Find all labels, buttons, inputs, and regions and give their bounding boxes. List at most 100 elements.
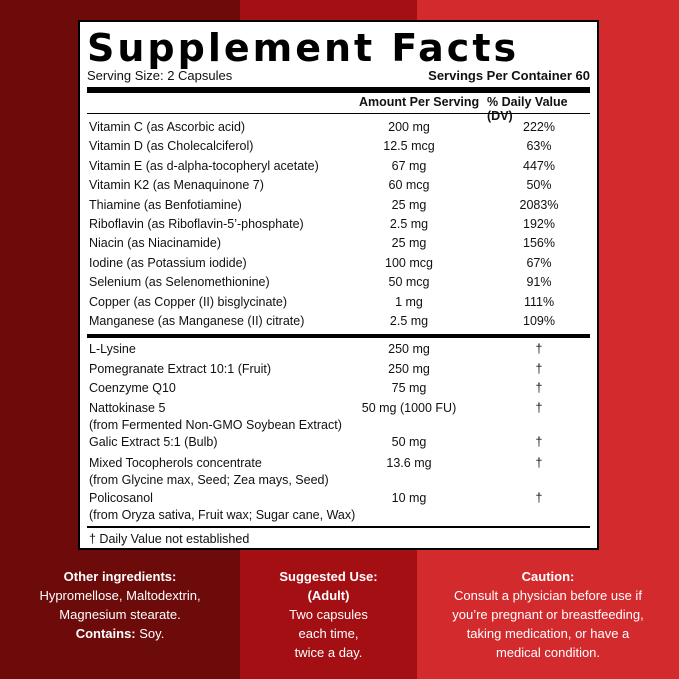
ingredient-name: Policosanol (from Oryza sativa, Fruit wax…: [89, 490, 355, 524]
nutrient-dv: 63%: [526, 139, 552, 154]
table-row: Policosanol (from Oryza sativa, Fruit wax…: [87, 489, 590, 524]
nutrient-dv: 222%: [523, 120, 555, 134]
table-row: Vitamin D (as Cholecalciferol) 12.5 mcg 63…: [87, 138, 590, 157]
ingredient-name: Nattokinase 5 (from Fermented Non-GMO Soy…: [89, 400, 342, 434]
table-row: Galic Extract 5:1 (Bulb) 50 mg †: [87, 434, 590, 453]
nutrient-name: Niacin (as Niacinamide): [89, 236, 221, 251]
table-row: Coenzyme Q10 75 mg †: [87, 380, 590, 399]
other-ingredients-line2: Magnesium stearate.: [59, 607, 181, 622]
nutrient-name: Vitamin D (as Cholecalciferol): [89, 139, 254, 154]
nutrient-dv: 111%: [523, 294, 555, 309]
ingredient-name: Pomegranate Extract 10:1 (Fruit): [89, 361, 272, 376]
caution-heading: Caution:: [521, 569, 575, 584]
table-row: Manganese (as Manganese (II) citrate) 2.5…: [87, 313, 590, 332]
ingredient-dv: †: [535, 435, 543, 450]
contains-label: Contains:: [75, 626, 136, 641]
nutrient-name: Iodine (as Potassium iodide): [89, 255, 247, 270]
suggested-use-block: Suggested Use: (Adult) Two capsules each…: [240, 567, 417, 662]
nutrient-name: Thiamine (as Benfotiamine): [89, 197, 242, 212]
nutrient-amount: 50 mcg: [388, 275, 430, 290]
table-row: Vitamin C (as Ascorbic acid) 200 mg 222%: [87, 119, 590, 138]
nutrient-amount: 2.5 mg: [389, 313, 429, 328]
other-ingredients-line1: Hypromellose, Maltodextrin,: [39, 588, 201, 603]
ingredient-dv: †: [535, 455, 543, 470]
vitamins-section: Vitamin C (as Ascorbic acid) 200 mg 222% V…: [87, 114, 590, 339]
dv-footnote: † Daily Value not established: [89, 531, 250, 546]
serving-info: Serving Size: 2 Capsules Servings Per Co…: [87, 68, 590, 93]
table-row: Thiamine (as Benfotiamine) 25 mg 2083%: [87, 197, 590, 216]
nutrient-amount: 67 mg: [391, 158, 427, 173]
ingredient-dv: †: [535, 342, 543, 357]
table-row: L-Lysine 250 mg †: [87, 341, 590, 360]
nutrient-amount: 200 mg: [388, 120, 430, 134]
suggested-use-line1: Two capsules: [289, 607, 368, 622]
table-row: Pomegranate Extract 10:1 (Fruit) 250 mg †: [87, 361, 590, 380]
caution-text: Consult a physician before use if you’re…: [452, 588, 644, 660]
nutrient-name: Vitamin C (as Ascorbic acid): [89, 120, 246, 134]
nutrient-amount: 25 mg: [391, 236, 427, 251]
ingredient-source: (from Fermented Non-GMO Soybean Extract): [89, 418, 342, 433]
table-row: Vitamin E (as d-alpha-tocopheryl acetate…: [87, 158, 590, 177]
nutrient-amount: 100 mcg: [385, 255, 433, 270]
nutrient-amount: 25 mg: [391, 197, 427, 212]
suggested-use-heading: Suggested Use:: [279, 569, 378, 584]
ingredient-dv: †: [535, 401, 543, 416]
nutrient-dv: 67%: [526, 255, 552, 270]
suggested-use-line3: twice a day.: [294, 645, 363, 660]
ingredient-source: (from Oryza sativa, Fruit wax; Sugar can…: [89, 507, 356, 522]
table-row: Selenium (as Selenomethionine) 50 mcg 91%: [87, 274, 590, 293]
ingredient-name: L-Lysine: [89, 342, 136, 357]
contains-value: Soy.: [135, 626, 165, 641]
nutrient-amount: 2.5 mg: [389, 216, 429, 231]
column-headers: Amount Per Serving % Daily Value (DV): [87, 93, 590, 123]
nutrient-dv: 109%: [523, 313, 555, 328]
amount-column-header: Amount Per Serving: [359, 95, 480, 109]
nutrient-amount: 12.5 mcg: [383, 139, 435, 154]
nutrient-name: Vitamin K2 (as Menaquinone 7): [89, 178, 264, 193]
caution-block: Caution: Consult a physician before use …: [417, 567, 679, 662]
table-row: Iodine (as Potassium iodide) 100 mcg 67%: [87, 255, 590, 274]
ingredient-amount: 50 mg (1000 FU): [361, 401, 457, 416]
other-ingredients-heading: Other ingredients:: [63, 569, 177, 584]
other-ingredients-section: L-Lysine 250 mg † Pomegranate Extract 10:1…: [87, 338, 590, 528]
nutrient-name: Copper (as Copper (II) bisglycinate): [89, 294, 287, 309]
dv-column-header: % Daily Value (DV): [487, 95, 568, 123]
ingredient-amount: 250 mg: [388, 342, 430, 357]
ingredient-title: Nattokinase 5: [89, 401, 166, 416]
ingredient-amount: 75 mg: [391, 381, 427, 396]
suggested-use-audience: (Adult): [307, 588, 350, 603]
ingredient-title: Mixed Tocopherols concentrate: [89, 455, 262, 470]
nutrient-dv: 156%: [523, 236, 555, 251]
nutrient-dv: 2083%: [519, 197, 559, 212]
nutrient-name: Riboflavin (as Riboflavin-5’-phosphate): [89, 216, 304, 231]
ingredient-amount: 50 mg: [391, 435, 427, 450]
table-row: Vitamin K2 (as Menaquinone 7) 60 mcg 50%: [87, 177, 590, 196]
ingredient-dv: †: [535, 490, 543, 505]
table-row: Riboflavin (as Riboflavin-5’-phosphate) 2…: [87, 216, 590, 235]
nutrient-dv: 50%: [526, 178, 552, 193]
ingredient-amount: 10 mg: [391, 490, 427, 505]
suggested-use-line2: each time,: [298, 626, 359, 641]
ingredient-name: Mixed Tocopherols concentrate (from Glyci…: [89, 455, 329, 489]
nutrient-name: Vitamin E (as d-alpha-tocopheryl acetate…: [89, 158, 319, 173]
ingredient-dv: †: [535, 381, 543, 396]
supplement-facts-panel: Supplement Facts Serving Size: 2 Capsule…: [78, 20, 599, 550]
nutrient-amount: 60 mcg: [388, 178, 430, 193]
ingredient-source: (from Glycine max, Seed; Zea mays, Seed): [89, 472, 329, 487]
ingredient-name: Coenzyme Q10: [89, 381, 176, 396]
nutrient-name: Selenium (as Selenomethionine): [89, 275, 270, 290]
ingredient-amount: 13.6 mg: [386, 455, 432, 470]
table-row: Copper (as Copper (II) bisglycinate) 1 mg…: [87, 294, 590, 313]
table-row: Niacin (as Niacinamide) 25 mg 156%: [87, 235, 590, 254]
ingredient-amount: 250 mg: [388, 361, 430, 376]
servings-per-container: Servings Per Container 60: [428, 68, 590, 83]
ingredient-name: Galic Extract 5:1 (Bulb): [89, 435, 218, 450]
contains-line: Contains: Soy.: [0, 624, 240, 643]
nutrient-amount: 1 mg: [395, 294, 423, 309]
nutrient-dv: 91%: [526, 275, 552, 290]
nutrient-dv: 192%: [523, 216, 555, 231]
other-ingredients-block: Other ingredients: Hypromellose, Maltode…: [0, 567, 240, 643]
nutrient-name: Manganese (as Manganese (II) citrate): [89, 313, 305, 328]
ingredient-dv: †: [535, 361, 543, 376]
nutrient-dv: 447%: [523, 158, 555, 173]
